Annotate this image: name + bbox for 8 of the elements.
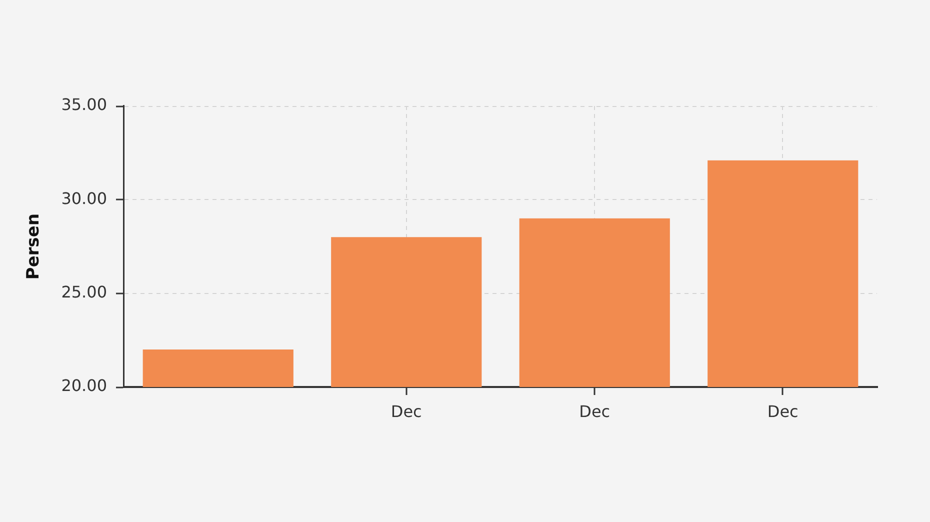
y-tick-label: 35.00: [61, 95, 107, 114]
x-tick-label: Dec: [579, 402, 610, 421]
x-tick-label: Dec: [767, 402, 798, 421]
y-axis-title: Persen: [24, 213, 44, 280]
y-tick-label: 25.00: [61, 282, 107, 302]
y-tick-label: 20.00: [61, 376, 107, 396]
x-tick-label: Dec: [390, 402, 422, 421]
y-tick-label: 30.00: [61, 188, 107, 208]
